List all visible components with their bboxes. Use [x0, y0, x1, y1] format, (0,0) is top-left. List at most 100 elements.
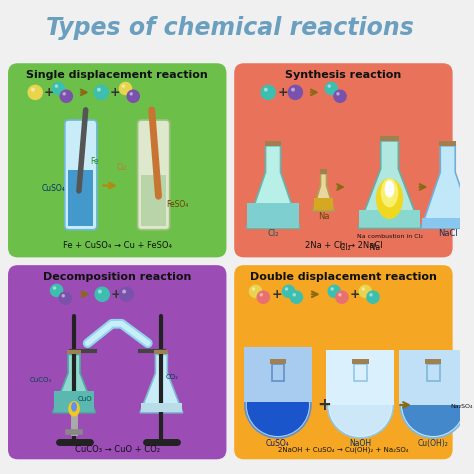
- Circle shape: [290, 291, 303, 304]
- Text: +: +: [277, 86, 288, 99]
- Bar: [439, 141, 456, 146]
- Bar: [425, 359, 441, 364]
- FancyBboxPatch shape: [8, 265, 227, 459]
- Circle shape: [288, 84, 303, 100]
- Circle shape: [292, 293, 296, 297]
- Bar: [319, 169, 328, 173]
- Text: 2NaOH + CuSO₄ → Cu(OH)₂ + Na₂SO₄: 2NaOH + CuSO₄ → Cu(OH)₂ + Na₂SO₄: [278, 447, 409, 453]
- Text: +: +: [110, 288, 121, 301]
- Circle shape: [358, 284, 372, 298]
- Circle shape: [329, 374, 392, 436]
- Circle shape: [53, 286, 56, 290]
- Text: Na: Na: [318, 211, 329, 220]
- Bar: [244, 346, 312, 402]
- Circle shape: [247, 374, 309, 436]
- Text: +: +: [44, 86, 54, 99]
- Bar: [141, 175, 166, 226]
- Bar: [427, 364, 439, 381]
- Ellipse shape: [381, 178, 398, 208]
- Circle shape: [260, 293, 263, 297]
- Circle shape: [122, 290, 126, 293]
- Polygon shape: [140, 355, 183, 413]
- Polygon shape: [358, 141, 421, 228]
- Bar: [264, 141, 282, 146]
- Bar: [68, 170, 93, 226]
- Circle shape: [127, 90, 140, 103]
- Circle shape: [260, 84, 276, 100]
- Text: Fe + CuSO₄ → Cu + FeSO₄: Fe + CuSO₄ → Cu + FeSO₄: [63, 241, 172, 250]
- Polygon shape: [421, 146, 474, 228]
- Circle shape: [400, 372, 466, 438]
- FancyBboxPatch shape: [65, 120, 97, 230]
- Ellipse shape: [71, 402, 77, 412]
- Bar: [354, 364, 367, 381]
- Circle shape: [129, 92, 133, 96]
- Circle shape: [338, 293, 342, 297]
- Circle shape: [328, 284, 341, 298]
- Circle shape: [59, 90, 73, 103]
- Circle shape: [362, 287, 365, 291]
- Circle shape: [98, 290, 102, 293]
- Circle shape: [330, 287, 334, 291]
- Circle shape: [118, 82, 132, 95]
- Circle shape: [256, 291, 270, 304]
- Circle shape: [285, 287, 288, 291]
- Circle shape: [58, 292, 72, 305]
- Text: +: +: [272, 288, 282, 301]
- Polygon shape: [53, 355, 95, 413]
- Circle shape: [50, 283, 64, 297]
- Polygon shape: [54, 391, 94, 412]
- Bar: [427, 364, 439, 381]
- Bar: [270, 359, 286, 364]
- Bar: [67, 350, 81, 355]
- Text: CO₂: CO₂: [165, 374, 178, 380]
- Text: CuSO₄: CuSO₄: [266, 439, 290, 448]
- Text: Decomposition reaction: Decomposition reaction: [43, 272, 191, 282]
- Text: +: +: [349, 288, 360, 301]
- Circle shape: [366, 291, 380, 304]
- Bar: [399, 350, 467, 405]
- Bar: [380, 136, 399, 141]
- FancyBboxPatch shape: [234, 265, 453, 459]
- Polygon shape: [246, 146, 300, 228]
- Circle shape: [252, 287, 255, 291]
- Circle shape: [291, 88, 295, 91]
- Circle shape: [63, 92, 66, 96]
- Text: Single displacement reaction: Single displacement reaction: [27, 70, 208, 80]
- Circle shape: [328, 84, 331, 88]
- Circle shape: [335, 291, 349, 304]
- Text: Cl₂: Cl₂: [267, 229, 279, 238]
- Bar: [354, 364, 367, 381]
- Ellipse shape: [68, 401, 80, 417]
- Circle shape: [62, 294, 65, 298]
- Text: Cu(OH)₂: Cu(OH)₂: [418, 439, 449, 448]
- Polygon shape: [422, 218, 474, 228]
- Polygon shape: [359, 210, 420, 228]
- Text: Cl₂        Na: Cl₂ Na: [340, 243, 381, 252]
- Polygon shape: [313, 173, 334, 211]
- Circle shape: [97, 88, 101, 91]
- FancyBboxPatch shape: [137, 120, 170, 230]
- Ellipse shape: [376, 178, 403, 219]
- Circle shape: [369, 293, 373, 297]
- Circle shape: [122, 84, 125, 88]
- Circle shape: [118, 286, 134, 302]
- Text: NaCl: NaCl: [438, 229, 457, 238]
- Text: Types of chemical reactions: Types of chemical reactions: [46, 16, 414, 40]
- Text: Cu: Cu: [117, 163, 127, 172]
- Text: FeSO₄: FeSO₄: [166, 200, 189, 209]
- Polygon shape: [314, 198, 333, 210]
- Text: CuCO₃: CuCO₃: [29, 377, 52, 383]
- Circle shape: [325, 82, 338, 95]
- Text: Double displacement reaction: Double displacement reaction: [250, 272, 437, 282]
- Text: CuO: CuO: [78, 396, 92, 402]
- Circle shape: [333, 90, 347, 103]
- Polygon shape: [247, 203, 299, 228]
- Text: CuSO₄: CuSO₄: [42, 184, 66, 193]
- Text: +: +: [318, 396, 331, 414]
- Circle shape: [52, 82, 65, 95]
- Text: CuCO₃ → CuO + CO₂: CuCO₃ → CuO + CO₂: [75, 445, 160, 454]
- Text: Fe: Fe: [91, 157, 99, 166]
- FancyBboxPatch shape: [8, 63, 227, 257]
- Circle shape: [94, 286, 110, 302]
